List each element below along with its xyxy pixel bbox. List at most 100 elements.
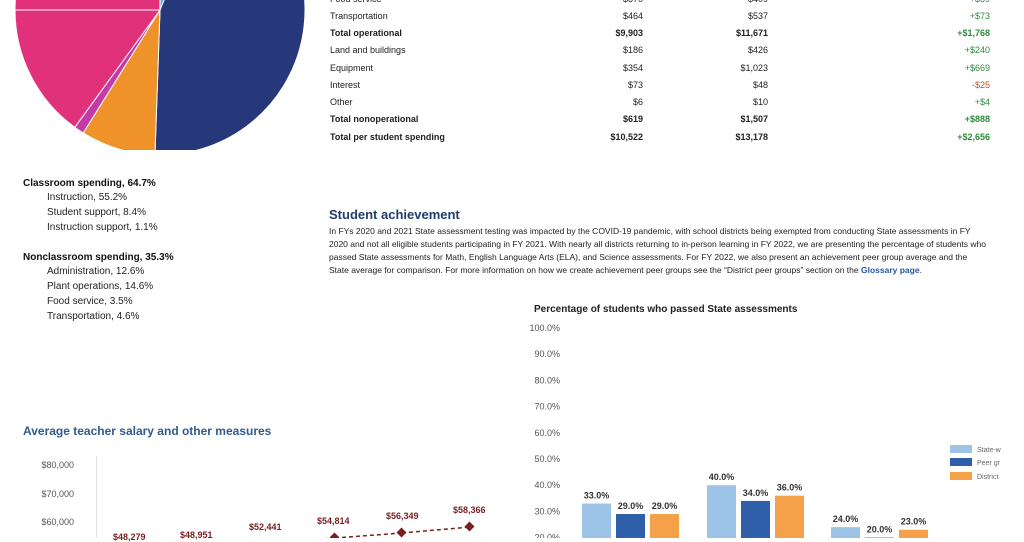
y-tick-label: 60.0%	[534, 428, 560, 438]
peer-value: $13,178	[735, 132, 768, 142]
row-label: Total operational	[330, 28, 402, 38]
bar-value-label: 33.0%	[584, 491, 610, 501]
y-tick-label: 90.0%	[534, 349, 560, 359]
district-value: $464	[623, 11, 643, 21]
student-achievement-text: In FYs 2020 and 2021 State assessment te…	[329, 225, 989, 277]
salary-label-1: $48,279	[113, 532, 146, 542]
district-value: $186	[623, 45, 643, 55]
salary-ytick-70000: $70,000	[30, 489, 74, 499]
district-value: $6	[633, 97, 643, 107]
y-tick-label: 70.0%	[534, 402, 560, 412]
table-row: Transportation $464 $537 +$73	[330, 11, 1000, 28]
spending-pie-chart	[0, 0, 320, 150]
assessment-bar-chart: 100.0%90.0%80.0%70.0%60.0%50.0%40.0%30.0…	[520, 318, 1020, 538]
district-value: $619	[623, 114, 643, 124]
district-value: $10,522	[610, 132, 643, 142]
salary-line-chart	[90, 500, 510, 538]
difference-value: +$240	[965, 45, 990, 55]
pie-slice-instruction	[155, 0, 305, 150]
difference-value: +$4	[975, 97, 990, 107]
district-value: $354	[623, 63, 643, 73]
difference-value: +$888	[965, 114, 990, 124]
achievement-tail: .	[920, 265, 922, 275]
spending-item-food-service: Food service, 3.5%	[47, 296, 133, 307]
table-row: Equipment $354 $1,023 +$669	[330, 63, 1000, 80]
y-tick-label: 80.0%	[534, 375, 560, 385]
bar-state-w-1	[707, 485, 736, 538]
peer-value: $1,507	[740, 114, 768, 124]
difference-value: +$73	[970, 11, 990, 21]
difference-value: -$25	[972, 80, 990, 90]
bar-peer-gr-0	[616, 514, 645, 538]
peer-value: $11,671	[736, 28, 768, 38]
pie-slice-administration	[15, 0, 160, 10]
salary-segment-4	[335, 533, 402, 538]
peer-value: $10	[753, 97, 768, 107]
peer-value: $1,023	[740, 63, 768, 73]
spending-item-administration: Administration, 12.6%	[47, 266, 144, 277]
bar-value-label: 20.0%	[867, 525, 893, 535]
bar-value-label: 29.0%	[618, 501, 644, 511]
table-row: Land and buildings$186$426+$240	[330, 45, 1000, 62]
difference-value: +$39	[970, 0, 990, 4]
bar-value-label: 23.0%	[901, 517, 927, 527]
bar-value-label: 36.0%	[777, 483, 803, 493]
student-achievement-title: Student achievement	[329, 207, 460, 222]
legend-swatch	[950, 458, 972, 466]
salary-label-2: $48,951	[180, 530, 213, 540]
bar-district-0	[650, 514, 679, 538]
bar-value-label: 29.0%	[652, 501, 678, 511]
salary-label-3: $52,441	[249, 522, 282, 532]
spending-item-plant-operations: Plant operations, 14.6%	[47, 281, 153, 292]
difference-value: +$1,768	[957, 28, 990, 38]
spending-item-student-support: Student support, 8.4%	[47, 207, 146, 218]
peer-value: $537	[748, 11, 768, 21]
bar-state-w-0	[582, 504, 611, 538]
legend-label: State-w	[977, 447, 1002, 454]
bar-value-label: 34.0%	[743, 488, 769, 498]
teacher-salary-title: Average teacher salary and other measure…	[23, 424, 271, 438]
table-row: Interest $73 $48 -$25	[330, 80, 1000, 97]
row-label: Interest	[330, 80, 360, 90]
peer-value: $409	[748, 0, 768, 4]
difference-value: +$669	[965, 63, 990, 73]
bar-district-2	[899, 530, 928, 538]
salary-label-6: $58,366	[453, 505, 486, 515]
row-label: Equipment	[330, 63, 373, 73]
classroom-spending-heading: Classroom spending, 64.7%	[23, 178, 156, 189]
table-row: Total nonoperational $619 $1,507 +$888	[330, 114, 1000, 131]
row-label: Total nonoperational	[330, 114, 418, 124]
salary-label-4: $54,814	[317, 516, 350, 526]
glossary-link[interactable]: Glossary page	[861, 265, 920, 275]
peer-value: $48	[753, 80, 768, 90]
salary-point-6	[465, 522, 475, 532]
legend-label: Peer gr	[977, 460, 1001, 467]
salary-point-4	[330, 533, 340, 538]
salary-segment-5	[402, 527, 470, 533]
legend-swatch	[950, 445, 972, 453]
table-row: Total per student spending $10,522 $13,178…	[330, 132, 1000, 149]
nonclassroom-spending-heading: Nonclassroom spending, 35.3%	[23, 252, 174, 263]
table-row: Total operational $9,903 $11,671 +$1,768	[330, 28, 1000, 45]
row-label: Transportation	[330, 11, 388, 21]
bar-value-label: 40.0%	[709, 472, 735, 482]
y-tick-label: 100.0%	[529, 323, 560, 333]
district-value: $73	[628, 80, 643, 90]
difference-value: +$2,656	[957, 132, 990, 142]
row-label: Food service	[330, 0, 382, 4]
salary-point-5	[397, 528, 407, 538]
table-row: Food service$370$409+$39	[330, 0, 1000, 11]
salary-ytick-60000: $60,000	[30, 517, 74, 527]
spending-item-instruction-support: Instruction support, 1.1%	[47, 222, 158, 233]
legend-swatch	[950, 472, 972, 480]
salary-ytick-80000: $80,000	[30, 460, 74, 470]
bar-district-1	[775, 496, 804, 538]
bar-state-w-2	[831, 527, 860, 538]
bar-peer-gr-1	[741, 501, 770, 538]
row-label: Total per student spending	[330, 132, 445, 142]
salary-label-5: $56,349	[386, 511, 419, 521]
district-value: $9,903	[615, 28, 643, 38]
table-row: Other$6$10+$4	[330, 97, 1000, 114]
bar-value-label: 24.0%	[833, 514, 859, 524]
assessment-chart-title: Percentage of students who passed State …	[534, 304, 797, 315]
